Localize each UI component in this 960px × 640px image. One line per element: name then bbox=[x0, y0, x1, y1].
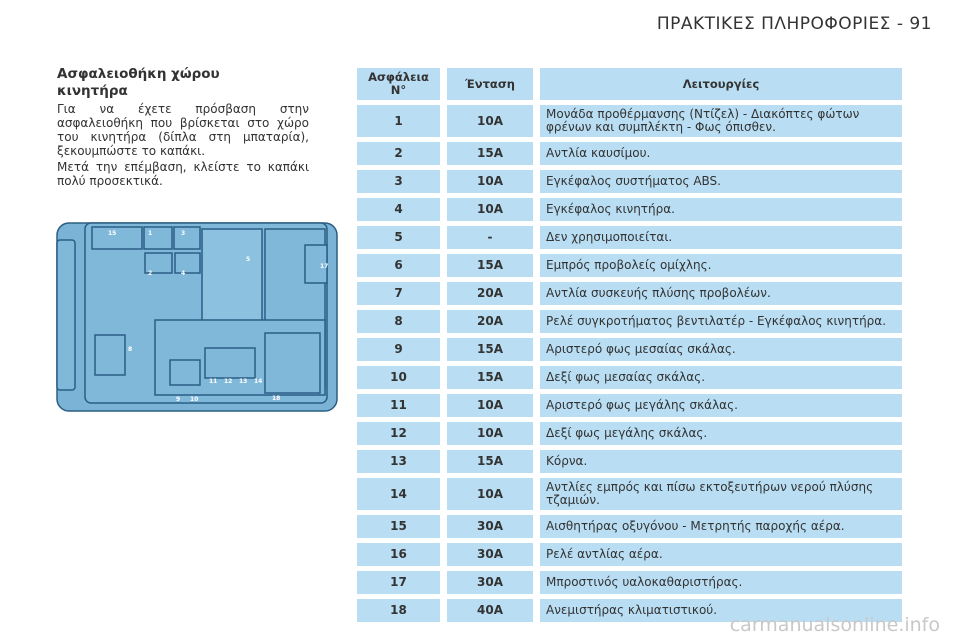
fuse-function: Δεξί φως μεσαίας σκάλας. bbox=[540, 366, 902, 389]
fuse-number: 17 bbox=[357, 571, 440, 594]
fuse-rating: 30A bbox=[447, 571, 533, 594]
fuse-number: 2 bbox=[357, 142, 440, 165]
fuse-number: 8 bbox=[357, 310, 440, 333]
fuse-label: 8 bbox=[128, 346, 132, 353]
fuse-function: Αισθητήρας οξυγόνου - Μετρητής παροχής α… bbox=[540, 515, 902, 538]
fuse-number: 6 bbox=[357, 254, 440, 277]
fuse-rating: 15A bbox=[447, 142, 533, 165]
fuse-function: Αντλία καυσίμου. bbox=[540, 142, 902, 165]
watermark: carmanualsonline.info bbox=[729, 614, 940, 636]
column-header: Ένταση bbox=[447, 68, 533, 100]
column-header: Ασφάλεια N° bbox=[357, 68, 440, 100]
fuse-rating: 10A bbox=[447, 170, 533, 193]
fuse-number: 13 bbox=[357, 450, 440, 473]
fuse-function: Αντλία συσκευής πλύσης προβολέων. bbox=[540, 282, 902, 305]
fuse-function: Εγκέφαλος συστήματος ABS. bbox=[540, 170, 902, 193]
fuse-function: Αριστερό φως μεσαίας σκάλας. bbox=[540, 338, 902, 361]
fuse-box-diagram: 15 1 3 2 4 5 17 8 9 10 11 12 13 14 18 bbox=[56, 222, 338, 412]
paragraph: Για να έχετε πρόσβαση στην ασφαλειοθήκη … bbox=[57, 102, 309, 158]
fuse-label: 10 bbox=[190, 396, 198, 403]
fuse-number: 4 bbox=[357, 198, 440, 221]
fuse-number: 3 bbox=[357, 170, 440, 193]
fuse-label: 5 bbox=[246, 256, 250, 263]
fuse-rating: 20A bbox=[447, 310, 533, 333]
fuse-function: Αντλίες εμπρός και πίσω εκτοξευτήρων νερ… bbox=[540, 478, 902, 510]
fuse-label: 18 bbox=[272, 395, 280, 402]
fuse-number: 18 bbox=[357, 599, 440, 622]
fuse-rating: 10A bbox=[447, 105, 533, 137]
fuse-function: Ανεμιστήρας κλιματιστικού. bbox=[540, 599, 902, 622]
fuse-function: Εγκέφαλος κινητήρα. bbox=[540, 198, 902, 221]
fuse-number: 9 bbox=[357, 338, 440, 361]
section-title: Ασφαλειοθήκη χώρου κινητήρα bbox=[57, 66, 220, 99]
fuse-function: Αριστερό φως μεγάλης σκάλας. bbox=[540, 394, 902, 417]
fuse-label: 13 bbox=[239, 378, 247, 385]
fuse-number: 12 bbox=[357, 422, 440, 445]
fuse-function: Δεξί φως μεγάλης σκάλας. bbox=[540, 422, 902, 445]
fuse-number: 14 bbox=[357, 478, 440, 510]
fuse-number: 7 bbox=[357, 282, 440, 305]
fuse-number: 16 bbox=[357, 543, 440, 566]
fuse-function: Εμπρός προβολείς ομίχλης. bbox=[540, 254, 902, 277]
fuse-rating: 15A bbox=[447, 254, 533, 277]
fuse-label: 15 bbox=[108, 230, 116, 237]
fuse-function: Κόρνα. bbox=[540, 450, 902, 473]
fuse-rating: 10A bbox=[447, 422, 533, 445]
fuse-rating: 20A bbox=[447, 282, 533, 305]
column-header: Λειτουργίες bbox=[540, 68, 902, 100]
page-header: ΠΡΑΚΤΙΚΕΣ ΠΛΗΡΟΦΟΡΙΕΣ - 91 bbox=[656, 14, 932, 34]
fuse-rating: 40A bbox=[447, 599, 533, 622]
fuse-label: 2 bbox=[148, 270, 152, 277]
fuse-label: 1 bbox=[148, 230, 152, 237]
fuse-label: 9 bbox=[176, 396, 180, 403]
fuse-box-shapes bbox=[56, 222, 338, 412]
fuse-number: 1 bbox=[357, 105, 440, 137]
fuse-label: 3 bbox=[181, 230, 185, 237]
fuse-function: Ρελέ αντλίας αέρα. bbox=[540, 543, 902, 566]
fuse-function: Μπροστινός υαλοκαθαριστήρας. bbox=[540, 571, 902, 594]
fuse-rating: 10A bbox=[447, 394, 533, 417]
fuse-label: 4 bbox=[181, 270, 185, 277]
fuse-function: Μονάδα προθέρμανσης (Ντίζελ) - Διακόπτες… bbox=[540, 105, 902, 137]
fuse-rating: - bbox=[447, 226, 533, 249]
fuse-number: 15 bbox=[357, 515, 440, 538]
fuse-number: 11 bbox=[357, 394, 440, 417]
paragraph: Μετά την επέμβαση, κλείστε το καπάκι πολ… bbox=[57, 160, 309, 188]
fuse-function: Ρελέ συγκροτήματος βεντιλατέρ - Εγκέφαλο… bbox=[540, 310, 902, 333]
fuse-label: 11 bbox=[209, 378, 217, 385]
fuse-function: Δεν χρησιμοποιείται. bbox=[540, 226, 902, 249]
fuse-rating: 10A bbox=[447, 478, 533, 510]
fuse-rating: 15A bbox=[447, 366, 533, 389]
fuse-table: Ασφάλεια N° Ένταση Λειτουργίες 1 10A Μονάδα π… bbox=[357, 68, 903, 622]
fuse-rating: 15A bbox=[447, 338, 533, 361]
fuse-label: 17 bbox=[320, 263, 328, 270]
fuse-rating: 30A bbox=[447, 515, 533, 538]
fuse-rating: 15A bbox=[447, 450, 533, 473]
fuse-label: 12 bbox=[224, 378, 232, 385]
fuse-rating: 30A bbox=[447, 543, 533, 566]
fuse-label: 14 bbox=[254, 378, 262, 385]
fuse-number: 10 bbox=[357, 366, 440, 389]
fuse-number: 5 bbox=[357, 226, 440, 249]
fuse-rating: 10A bbox=[447, 198, 533, 221]
